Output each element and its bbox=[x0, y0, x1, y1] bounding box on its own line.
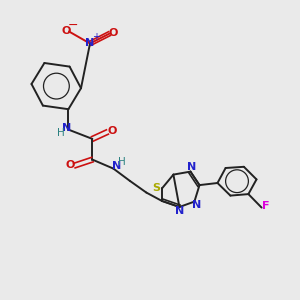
Text: +: + bbox=[92, 32, 100, 43]
Text: S: S bbox=[153, 183, 160, 193]
Text: F: F bbox=[262, 201, 269, 211]
Text: N: N bbox=[176, 206, 184, 217]
Text: H: H bbox=[57, 128, 65, 138]
Text: O: O bbox=[65, 160, 75, 170]
Text: N: N bbox=[192, 200, 201, 211]
Text: −: − bbox=[68, 19, 78, 32]
Text: N: N bbox=[85, 38, 94, 48]
Text: N: N bbox=[62, 123, 71, 133]
Text: N: N bbox=[188, 162, 196, 172]
Text: N: N bbox=[112, 160, 121, 171]
Text: O: O bbox=[61, 26, 71, 36]
Text: O: O bbox=[108, 28, 118, 38]
Text: H: H bbox=[118, 157, 126, 167]
Text: O: O bbox=[107, 126, 117, 136]
